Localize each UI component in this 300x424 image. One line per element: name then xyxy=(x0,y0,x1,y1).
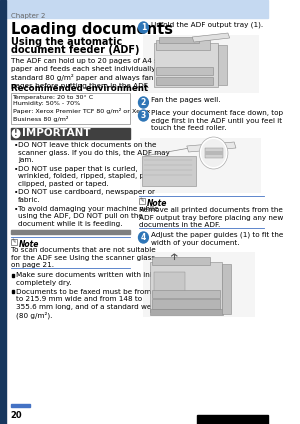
Text: 4: 4 xyxy=(141,233,146,242)
Text: 20: 20 xyxy=(11,411,22,420)
Text: Remove all printed documents from the
ADF output tray before placing any new
doc: Remove all printed documents from the AD… xyxy=(139,207,283,228)
Text: DO NOT use paper that is curled,
wrinkled, folded, ripped, stapled, paper-
clipp: DO NOT use paper that is curled, wrinkle… xyxy=(18,166,163,187)
Text: ✎: ✎ xyxy=(139,198,144,204)
Text: Note: Note xyxy=(147,199,167,208)
Bar xyxy=(143,35,259,93)
Text: Make sure documents written with ink are
completely dry.: Make sure documents written with ink are… xyxy=(16,272,168,286)
Bar xyxy=(222,264,231,314)
Text: •: • xyxy=(14,206,18,212)
Bar xyxy=(0,0,6,424)
Bar xyxy=(11,128,130,139)
Polygon shape xyxy=(187,142,236,152)
Bar xyxy=(143,252,255,317)
Bar xyxy=(139,198,145,204)
Bar xyxy=(155,67,213,75)
Text: •: • xyxy=(14,143,18,149)
Text: document feeder (ADF): document feeder (ADF) xyxy=(11,45,139,55)
Text: Temperature: 20 to 30° C
Humidity: 50% - 70%
Paper: Xerox Premier TCF 80 g/m² or: Temperature: 20 to 30° C Humidity: 50% -… xyxy=(13,95,150,122)
Text: ✎: ✎ xyxy=(11,240,16,245)
Circle shape xyxy=(139,22,148,33)
Bar xyxy=(12,290,14,293)
Bar xyxy=(152,257,210,265)
Bar xyxy=(159,37,199,43)
Bar xyxy=(154,43,218,87)
Polygon shape xyxy=(192,33,230,42)
Circle shape xyxy=(199,137,228,169)
Bar xyxy=(11,239,17,245)
Bar xyxy=(154,272,185,292)
Circle shape xyxy=(12,129,20,138)
Bar xyxy=(155,77,213,85)
Bar xyxy=(156,40,210,50)
Bar xyxy=(142,156,196,186)
Bar xyxy=(205,148,223,158)
Bar xyxy=(12,274,14,277)
Text: 2: 2 xyxy=(141,98,146,107)
Bar xyxy=(218,45,227,85)
Text: To avoid damaging your machine while
using the ADF, DO NOT pull on the
document : To avoid damaging your machine while usi… xyxy=(18,206,158,227)
Text: Fan the pages well.: Fan the pages well. xyxy=(151,97,220,103)
Text: Loading documents: Loading documents xyxy=(11,22,173,37)
Bar xyxy=(11,404,30,407)
Text: DO NOT leave thick documents on the
scanner glass. If you do this, the ADF may
j: DO NOT leave thick documents on the scan… xyxy=(18,142,170,163)
Bar xyxy=(11,93,130,124)
Text: Note: Note xyxy=(19,240,39,249)
Text: •: • xyxy=(14,167,18,173)
Text: Adjust the paper guides (1) to fit the
width of your document.: Adjust the paper guides (1) to fit the w… xyxy=(151,232,284,246)
Text: IMPORTANT: IMPORTANT xyxy=(22,128,91,139)
Text: Using the automatic: Using the automatic xyxy=(11,37,122,47)
Text: To scan documents that are not suitable
for the ADF see Using the scanner glass
: To scan documents that are not suitable … xyxy=(11,247,155,268)
Bar xyxy=(0,0,268,18)
Text: Chapter 2: Chapter 2 xyxy=(11,13,45,19)
Text: !: ! xyxy=(14,129,18,138)
Bar xyxy=(152,299,220,309)
Bar xyxy=(11,230,130,234)
Bar xyxy=(152,290,220,298)
Text: Documents to be faxed must be from 148
to 215.9 mm wide and from 148 to
355.6 mm: Documents to be faxed must be from 148 t… xyxy=(16,289,167,319)
Circle shape xyxy=(139,110,148,121)
Text: 1: 1 xyxy=(141,23,146,32)
Circle shape xyxy=(139,232,148,243)
Text: Recommended environment: Recommended environment xyxy=(11,84,148,93)
Bar xyxy=(196,415,268,424)
Bar xyxy=(150,262,222,312)
Circle shape xyxy=(201,139,226,167)
Text: Place your document face down, top
edge first in the ADF until you feel it
touch: Place your document face down, top edge … xyxy=(151,110,283,131)
Text: The ADF can hold up to 20 pages of A4 size
paper and feeds each sheet individual: The ADF can hold up to 20 pages of A4 si… xyxy=(11,58,172,89)
Text: Unfold the ADF output tray (1).: Unfold the ADF output tray (1). xyxy=(151,22,263,28)
Bar xyxy=(140,138,261,193)
Bar xyxy=(150,309,224,315)
Text: 3: 3 xyxy=(141,112,146,120)
Bar xyxy=(205,151,223,155)
Circle shape xyxy=(139,97,148,108)
Text: •: • xyxy=(14,190,18,196)
Text: DO NOT use cardboard, newspaper or
fabric.: DO NOT use cardboard, newspaper or fabri… xyxy=(18,189,155,203)
